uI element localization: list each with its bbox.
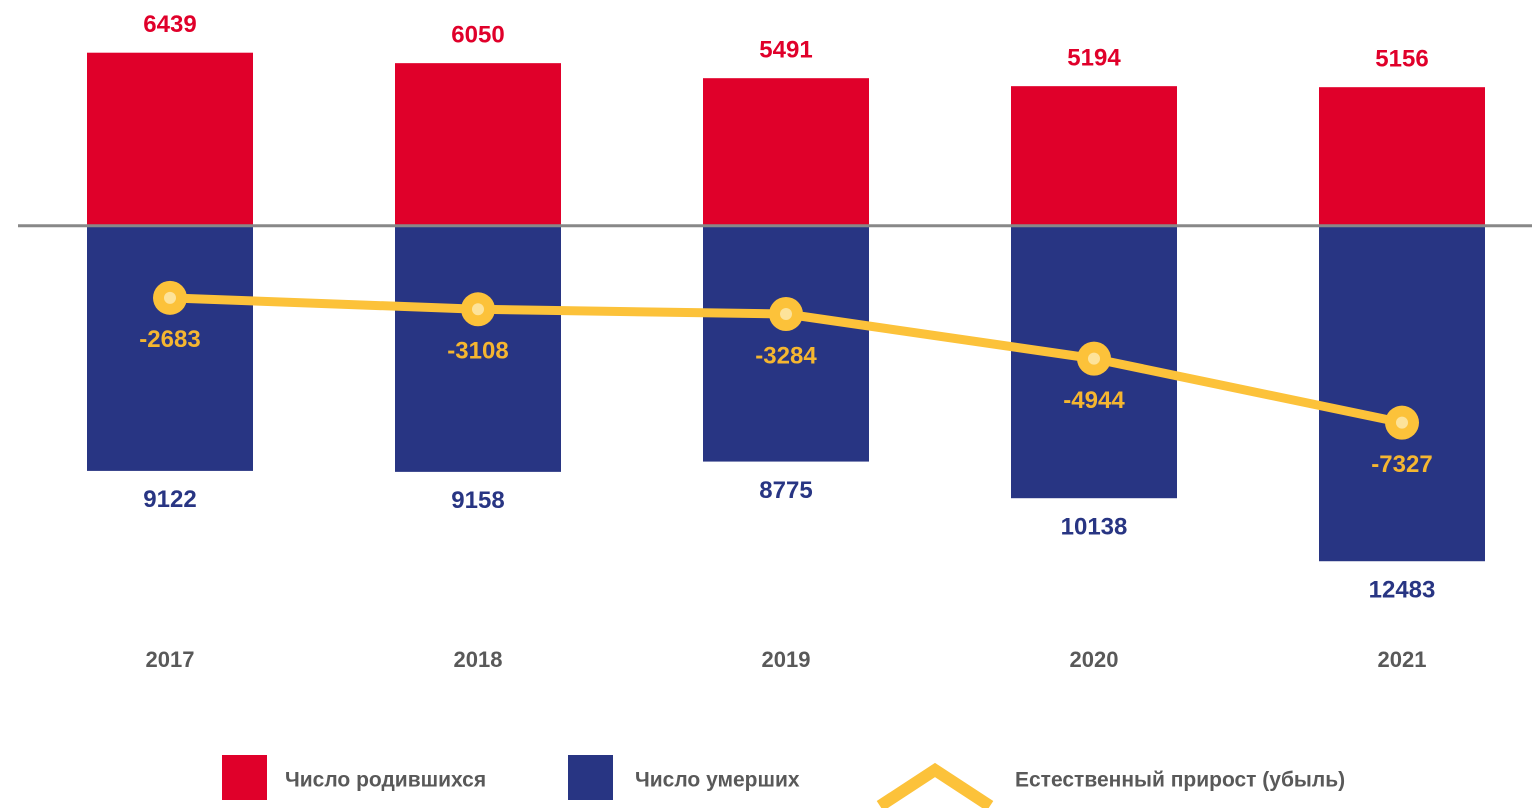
legend-swatch: [876, 762, 994, 808]
legend-swatch: [568, 755, 613, 800]
value-label: 5491: [759, 37, 812, 64]
value-label: 12483: [1369, 577, 1436, 604]
value-label: 9122: [143, 486, 196, 513]
bar: [1319, 87, 1485, 226]
value-label: 6050: [451, 22, 504, 49]
value-label: 5156: [1375, 46, 1428, 73]
value-label: 5194: [1067, 45, 1121, 72]
bar: [395, 225, 561, 472]
value-label: -7327: [1371, 451, 1432, 478]
value-label: -3284: [755, 342, 817, 369]
bar: [1011, 86, 1177, 226]
value-label: 6439: [143, 11, 196, 38]
value-label: -4944: [1063, 387, 1125, 414]
bar: [1319, 225, 1485, 562]
x-tick-label: 2019: [762, 647, 811, 672]
point-highlight: [1396, 416, 1408, 429]
value-label: 10138: [1061, 514, 1128, 541]
legend-label: Число умерших: [635, 769, 800, 792]
bar: [87, 225, 253, 471]
legend-label: Число родившихся: [285, 769, 486, 792]
bar: [395, 63, 561, 226]
value-label: 9158: [451, 487, 504, 514]
point-highlight: [164, 291, 176, 304]
bar: [87, 52, 253, 226]
point-highlight: [472, 303, 484, 316]
legend-label: Естественный прирост (убыль): [1015, 769, 1345, 792]
value-label: 8775: [759, 477, 812, 504]
value-label: -2683: [139, 326, 200, 353]
value-label: -3108: [447, 338, 508, 365]
x-tick-label: 2020: [1070, 647, 1119, 672]
point-highlight: [780, 308, 792, 321]
legend-swatch: [222, 755, 267, 800]
x-tick-label: 2017: [146, 647, 195, 672]
x-tick-label: 2018: [454, 647, 503, 672]
point-highlight: [1088, 352, 1100, 365]
bar: [703, 78, 869, 226]
x-tick-label: 2021: [1378, 647, 1427, 672]
bar: [703, 225, 869, 462]
